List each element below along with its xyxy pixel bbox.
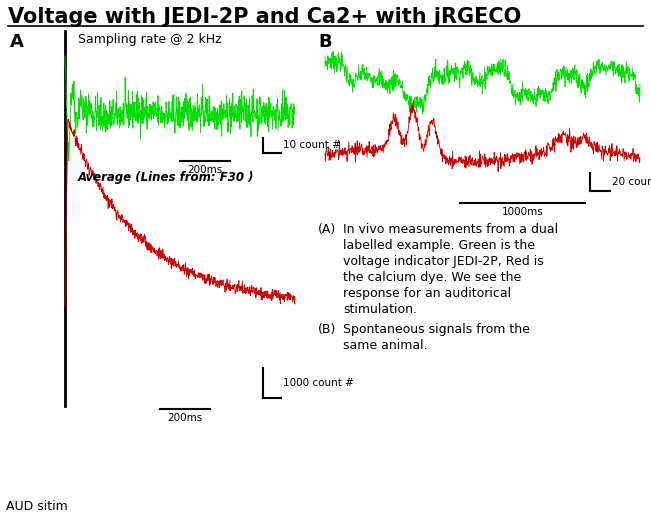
- Text: Voltage with JEDI-2P and Ca2+ with jRGECO: Voltage with JEDI-2P and Ca2+ with jRGEC…: [8, 7, 521, 27]
- Text: In vivo measurements from a dual: In vivo measurements from a dual: [343, 223, 558, 236]
- Text: 1000ms: 1000ms: [502, 207, 544, 217]
- Text: B: B: [318, 33, 331, 51]
- Text: 10 count #: 10 count #: [283, 141, 341, 150]
- Text: labelled example. Green is the: labelled example. Green is the: [343, 239, 535, 252]
- Text: A: A: [10, 33, 24, 51]
- Text: 1000 count #: 1000 count #: [283, 378, 354, 388]
- Text: the calcium dye. We see the: the calcium dye. We see the: [343, 271, 521, 284]
- Text: 20 count #: 20 count #: [612, 177, 651, 187]
- Text: (A): (A): [318, 223, 337, 236]
- Text: Sampling rate @ 2 kHz: Sampling rate @ 2 kHz: [78, 33, 221, 46]
- Text: 200ms: 200ms: [167, 413, 202, 423]
- Text: Average (Lines from: F30 ): Average (Lines from: F30 ): [78, 171, 255, 184]
- Text: (B): (B): [318, 323, 337, 336]
- Text: AUD sitim: AUD sitim: [6, 500, 68, 513]
- Text: 200ms: 200ms: [187, 165, 223, 175]
- Text: response for an auditorical: response for an auditorical: [343, 287, 511, 300]
- Text: voltage indicator JEDI-2P, Red is: voltage indicator JEDI-2P, Red is: [343, 255, 544, 268]
- Text: same animal.: same animal.: [343, 339, 428, 352]
- Text: stimulation.: stimulation.: [343, 303, 417, 316]
- Text: Spontaneous signals from the: Spontaneous signals from the: [343, 323, 530, 336]
